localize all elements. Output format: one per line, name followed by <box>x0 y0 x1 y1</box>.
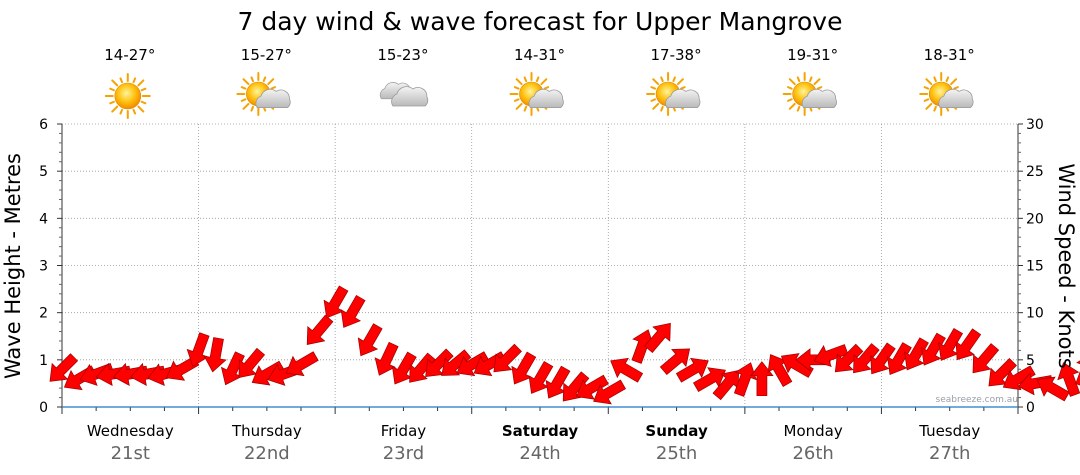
day-temperature: 19-31° <box>787 46 838 64</box>
weather-icon-partly-cloudy <box>782 72 837 116</box>
weather-icon-partly-cloudy <box>236 72 291 116</box>
day-temperature: 15-23° <box>377 46 428 64</box>
cloud-icon <box>801 88 837 108</box>
wind-arrow <box>955 328 982 361</box>
y2-axis-label: Wind Speed - Knots <box>1054 163 1078 368</box>
cloud-icon <box>938 88 974 108</box>
wind-arrows <box>49 285 1080 405</box>
wind-arrow <box>921 332 946 366</box>
day-name-label: Monday <box>784 422 843 440</box>
y2-tick-label: 0 <box>1026 400 1035 416</box>
wind-arrow <box>780 353 814 378</box>
wind-arrow <box>306 314 334 345</box>
day-temperature: 18-31° <box>924 46 975 64</box>
day-date-label: 23rd <box>383 443 424 464</box>
day-temperature: 14-31° <box>514 46 565 64</box>
wind-arrow <box>853 343 880 374</box>
y2-tick-label: 10 <box>1026 306 1044 322</box>
wind-arrow <box>904 337 929 371</box>
y-tick-label: 4 <box>39 211 48 227</box>
wind-arrow <box>887 342 912 376</box>
day-temperature: 14-27° <box>104 46 155 64</box>
day-labels: Wednesday 21st Thursday 22nd Friday 23rd Satur… <box>87 422 980 464</box>
wind-arrow <box>644 322 671 354</box>
wind-arrow <box>1057 362 1080 397</box>
day-temperature: 15-27° <box>241 46 292 64</box>
wind-arrow <box>285 351 319 377</box>
y2-tick-label: 30 <box>1026 117 1044 133</box>
wind-arrow <box>1002 365 1036 391</box>
wind-arrow <box>610 357 644 383</box>
day-name-label: Sunday <box>645 422 708 440</box>
wind-arrow <box>357 323 383 357</box>
cloud-icon <box>255 88 291 108</box>
wind-arrow <box>733 362 757 397</box>
y2-tick-label: 20 <box>1026 211 1044 227</box>
wind-arrow <box>659 348 691 376</box>
watermark: seabreeze.com.au <box>936 395 1018 405</box>
day-name-label: Wednesday <box>87 422 174 440</box>
wind-arrow <box>692 367 726 393</box>
y2-tick-label: 15 <box>1026 259 1044 275</box>
day-name-label: Saturday <box>502 422 579 440</box>
y-tick-label: 0 <box>39 400 48 416</box>
sun-icon <box>509 72 554 116</box>
weather-icon-sunny <box>104 73 151 119</box>
day-date-label: 21st <box>111 443 150 464</box>
day-date-label: 25th <box>656 443 697 464</box>
y2-tick-label: 5 <box>1026 353 1035 369</box>
wind-arrow <box>870 342 896 375</box>
day-date-label: 26th <box>792 443 833 464</box>
day-name-label: Tuesday <box>918 422 980 440</box>
weather-icon-partly-cloudy <box>919 72 974 116</box>
cloud-icon <box>391 86 429 107</box>
wind-arrow <box>340 294 366 328</box>
wind-arrow <box>813 344 849 368</box>
y2-tick-label: 25 <box>1026 164 1044 180</box>
wind-arrow <box>1036 376 1070 402</box>
weather-icon-cloudy <box>379 82 429 107</box>
day-name-label: Thursday <box>231 422 302 440</box>
weather-icon-partly-cloudy <box>646 72 701 116</box>
day-date-label: 24th <box>519 443 560 464</box>
wind-arrow <box>49 353 79 382</box>
wind-arrow <box>575 374 609 400</box>
y-tick-label: 6 <box>39 117 48 133</box>
y-tick-label: 5 <box>39 164 48 180</box>
cloud-icon <box>665 88 701 108</box>
wind-arrow <box>834 343 864 373</box>
wind-arrow <box>972 343 1000 374</box>
gridlines <box>62 123 1018 407</box>
y-tick-label: 3 <box>39 259 48 275</box>
weather-icon-partly-cloudy <box>509 72 564 116</box>
y-tick-label: 2 <box>39 306 48 322</box>
wind-arrow <box>593 379 627 405</box>
day-name-label: Friday <box>381 422 427 440</box>
y-tick-label: 1 <box>39 353 48 369</box>
day-date-label: 22nd <box>244 443 290 464</box>
day-headers: 14-27° 15-27° 15-23° 14-31° 17-38° 19-31° 18-3… <box>104 46 975 119</box>
wind-arrow <box>750 361 774 397</box>
wind-arrow <box>675 357 709 383</box>
y-axis-label: Wave Height - Metres <box>1 153 25 379</box>
wind-arrow <box>493 343 522 373</box>
wind-arrow <box>203 337 227 373</box>
sun-icon <box>104 73 151 119</box>
day-date-label: 27th <box>929 443 970 464</box>
day-temperature: 17-38° <box>651 46 702 64</box>
cloud-icon <box>528 88 564 108</box>
chart-title: 7 day wind & wave forecast for Upper Man… <box>238 7 843 36</box>
wind-arrow <box>1075 352 1080 388</box>
